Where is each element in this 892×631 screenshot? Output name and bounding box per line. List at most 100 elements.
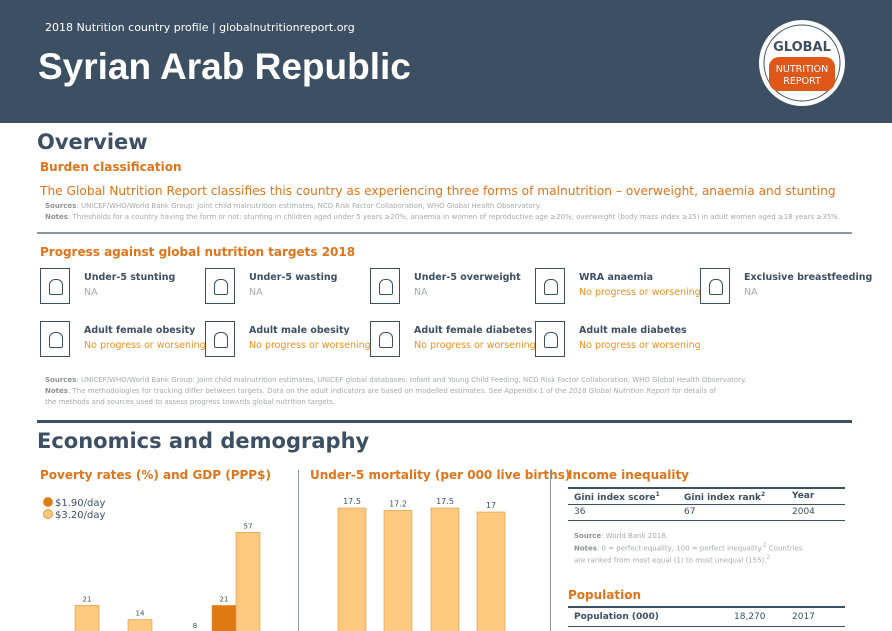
- value-label: 17.5: [343, 497, 361, 506]
- td: 2004: [792, 507, 815, 517]
- target-icon: [535, 268, 565, 304]
- target-label: Adult male obesity: [249, 325, 350, 336]
- notes: Notes: The methodologies for tracking di…: [45, 387, 716, 395]
- target-label: Adult female diabetes: [414, 325, 533, 336]
- subheading: Population: [568, 588, 642, 602]
- legend-swatch: [43, 509, 53, 519]
- text: : 0 = perfect equality, 100 = perfect in…: [596, 544, 763, 553]
- notes: the methods and sources used to assess p…: [45, 398, 336, 406]
- sources: Sources: UNICEF/WHO/World Bank Group: Jo…: [45, 202, 541, 210]
- target-status: NA: [414, 287, 428, 298]
- th: Year: [792, 491, 815, 501]
- text: for details of: [669, 387, 717, 395]
- rule: [568, 626, 845, 627]
- target-label: Under-5 wasting: [249, 272, 338, 283]
- target-icon: [370, 321, 400, 357]
- label: Sources: [45, 202, 77, 210]
- target-icon: [205, 268, 235, 304]
- section-heading: Economics and demography: [37, 429, 370, 453]
- label: Notes: [45, 213, 68, 221]
- text: 2018 Global Nutrition Report: [568, 387, 670, 395]
- sup: 1: [655, 491, 660, 498]
- charts: $1.90/day$3.20/day 21 14 8 21 57 17.5 17.2 17.5 1…: [43, 497, 506, 631]
- source: Source: World Bank 2018.: [574, 532, 668, 540]
- th: Gini index score1: [574, 491, 660, 503]
- rule: [568, 520, 845, 521]
- target-status: No progress or worsening: [84, 340, 206, 351]
- value-label: 17: [486, 501, 496, 510]
- logo-text: NUTRITION: [776, 64, 828, 75]
- divider: [550, 470, 551, 631]
- rule: [568, 504, 845, 505]
- logo-text: REPORT: [783, 76, 821, 87]
- sup: 2: [760, 491, 766, 498]
- target-label: Exclusive breastfeeding: [744, 272, 873, 283]
- target-status: NA: [249, 287, 263, 298]
- text: : UNICEF/WHO/World Bank Group: Joint chi…: [76, 376, 747, 384]
- value-label: 8: [193, 622, 197, 630]
- value-label: 21: [220, 595, 229, 603]
- target-icon: [40, 268, 70, 304]
- text: : World Bank 2018.: [601, 532, 668, 540]
- td: 2017: [792, 612, 815, 622]
- value-label: 57: [244, 522, 253, 530]
- label: Notes: [574, 544, 597, 553]
- statement: The Global Nutrition Report classifies t…: [40, 184, 836, 198]
- td: Population (000): [574, 612, 659, 622]
- text: : Thresholds for a country having the fo…: [67, 213, 841, 221]
- target-icon: [205, 321, 235, 357]
- bar: [383, 510, 413, 631]
- divider: [37, 232, 852, 234]
- target-icon: [535, 321, 565, 357]
- target-status: No progress or worsening: [249, 340, 371, 351]
- subheading: Burden classification: [40, 160, 182, 174]
- target-icon: [700, 268, 730, 304]
- legend-label: $3.20/day: [55, 510, 105, 521]
- td: 18,270: [734, 612, 766, 622]
- text: Countries: [766, 544, 803, 553]
- target-status: NA: [84, 287, 98, 298]
- kicker: 2018 Nutrition country profile | globaln…: [45, 21, 355, 34]
- target-label: Adult female obesity: [84, 325, 196, 336]
- value-label: 21: [83, 595, 92, 603]
- rule: [568, 606, 845, 608]
- target-icon: [370, 268, 400, 304]
- text: Gini index rank: [684, 493, 761, 503]
- target-status: No progress or worsening: [414, 340, 536, 351]
- target-icon: [40, 321, 70, 357]
- bar: [74, 605, 100, 631]
- text: : UNICEF/WHO/World Bank Group: Joint chi…: [76, 202, 542, 210]
- subheading: Progress against global nutrition target…: [40, 245, 356, 259]
- label: Source: [574, 532, 602, 540]
- logo-text: GLOBAL: [773, 40, 831, 55]
- chart-title: Under-5 mortality (per 000 live births): [310, 468, 571, 482]
- bar: [337, 507, 367, 631]
- th: Gini index rank2: [684, 491, 765, 503]
- target-label: Adult male diabetes: [579, 325, 687, 336]
- title: Syrian Arab Republic: [38, 46, 411, 87]
- text: : The methodologies for tracking differ …: [67, 387, 569, 395]
- value-label: 14: [136, 610, 145, 618]
- logo: GLOBAL NUTRITION REPORT: [757, 18, 847, 108]
- bar: [211, 605, 237, 631]
- notes: Notes: 0 = perfect equality, 100 = perfe…: [574, 543, 802, 552]
- bar: [235, 531, 261, 631]
- target-status: NA: [744, 287, 758, 298]
- target-label: Under-5 overweight: [414, 272, 521, 283]
- notes: are ranked from most equal (1) to most u…: [574, 555, 770, 564]
- td: 67: [684, 507, 696, 517]
- section-heading: Overview: [37, 130, 148, 154]
- legend-label: $1.90/day: [55, 498, 105, 509]
- target-status: No progress or worsening: [579, 287, 701, 298]
- label: Sources: [45, 376, 77, 384]
- divider: [298, 470, 299, 631]
- value-label: 17.2: [389, 499, 407, 508]
- notes: Notes: Thresholds for a country having t…: [45, 213, 840, 221]
- value-label: 17.5: [436, 497, 454, 506]
- divider: [37, 420, 852, 423]
- text: Gini index score: [574, 493, 656, 503]
- target-status: No progress or worsening: [579, 340, 701, 351]
- header-band: [0, 0, 892, 123]
- chart-title: Poverty rates (%) and GDP (PPP$): [40, 468, 271, 482]
